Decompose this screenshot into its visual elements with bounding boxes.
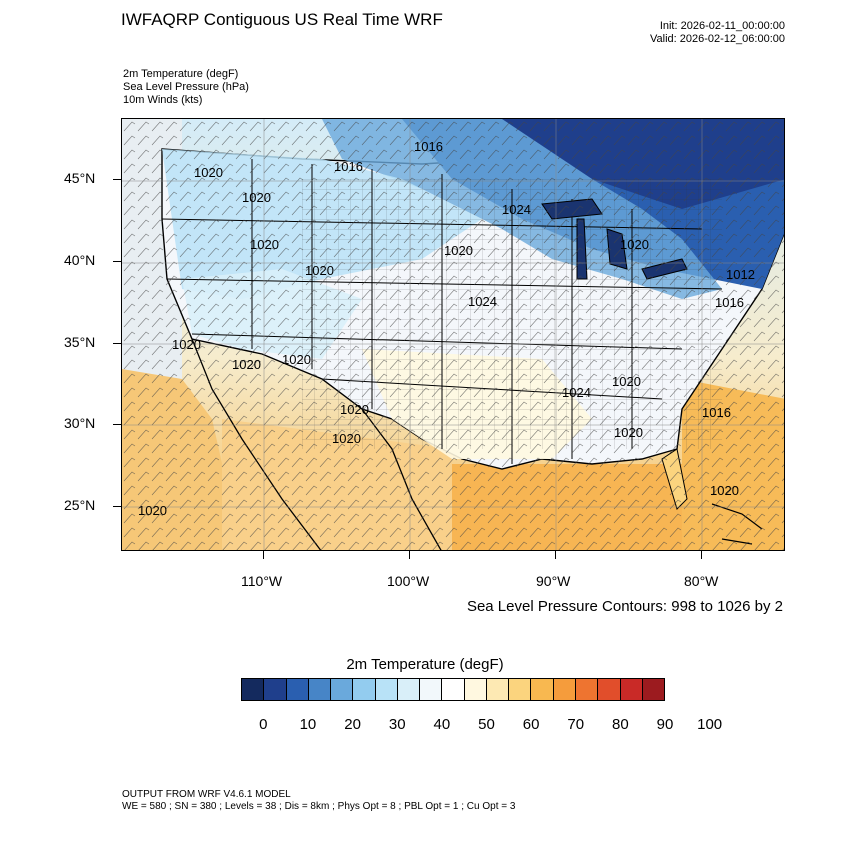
lat-label-30n: 30°N — [64, 415, 96, 431]
isobar-label: 1016 — [334, 159, 363, 174]
colorbar-label: 90 — [656, 716, 674, 733]
colorbar-swatch — [575, 679, 599, 700]
colorbar-swatch — [620, 679, 643, 700]
lat-label-25n: 25°N — [64, 497, 96, 513]
lon-label-80w: 80°W — [684, 573, 719, 589]
colorbar-label: 20 — [344, 716, 361, 733]
colorbar-swatch — [553, 679, 576, 700]
isobar-label-group: 1016 1016 1020 1020 1020 1020 1020 1020 … — [138, 139, 755, 518]
colorbar-swatch — [598, 679, 621, 700]
isobar-label: 1020 — [332, 431, 361, 446]
map-canvas: 1016 1016 1020 1020 1020 1020 1020 1020 … — [122, 119, 784, 550]
colorbar-swatch — [420, 679, 443, 700]
lon-label-100w: 100°W — [387, 573, 430, 589]
isobar-label: 1020 — [614, 425, 643, 440]
colorbar-title: 2m Temperature (degF) — [346, 656, 504, 673]
colorbar-swatch — [286, 679, 309, 700]
field-label-winds: 10m Winds (kts) — [123, 94, 203, 106]
lat-label-40n: 40°N — [64, 252, 96, 268]
run-times: Init: 2026-02-11_00:00:00 Valid: 2026-02… — [650, 20, 785, 46]
chart-title: IWFAQRP Contiguous US Real Time WRF — [121, 10, 443, 29]
isobar-label: 1024 — [502, 202, 531, 217]
colorbar — [241, 678, 665, 701]
colorbar-label: 80 — [612, 716, 629, 733]
isobar-label: 1020 — [710, 483, 739, 498]
colorbar-swatch — [242, 679, 265, 700]
isobar-label: 1024 — [562, 385, 591, 400]
isobar-label: 1020 — [612, 374, 641, 389]
lat-tick — [113, 261, 121, 262]
colorbar-swatch — [375, 679, 398, 700]
isobar-label: 1024 — [468, 294, 497, 309]
model-info: OUTPUT FROM WRF V4.6.1 MODEL — [122, 789, 291, 800]
colorbar-label: 50 — [478, 716, 495, 733]
colorbar-swatch — [442, 679, 465, 700]
isobar-label: 1016 — [414, 139, 443, 154]
isobar-label: 1020 — [305, 263, 334, 278]
isobar-label: 1020 — [620, 237, 649, 252]
graticule — [122, 119, 784, 550]
valid-time: Valid: 2026-02-12_06:00:00 — [650, 33, 785, 45]
colorbar-swatch — [397, 679, 421, 700]
lon-tick — [409, 551, 410, 559]
colorbar-label: 100 — [697, 716, 723, 733]
lat-label-35n: 35°N — [64, 334, 96, 350]
colorbar-label: 70 — [567, 716, 585, 733]
weather-map: 1016 1016 1020 1020 1020 1020 1020 1020 … — [121, 118, 785, 551]
colorbar-label: 60 — [522, 716, 540, 733]
isobar-label: 1020 — [444, 243, 473, 258]
isobar-label: 1016 — [702, 405, 731, 420]
isobar-label: 1020 — [172, 337, 201, 352]
colorbar-swatch — [486, 679, 510, 700]
lat-tick — [113, 179, 121, 180]
colorbar-swatch — [353, 679, 376, 700]
contour-note: Sea Level Pressure Contours: 998 to 1026… — [466, 598, 783, 615]
isobar-label: 1020 — [194, 165, 223, 180]
lon-label-90w: 90°W — [536, 573, 571, 589]
isobar-label: 1020 — [242, 190, 271, 205]
init-time: Init: 2026-02-11_00:00:00 — [659, 20, 785, 32]
colorbar-swatch — [264, 679, 287, 700]
lon-tick — [263, 551, 264, 559]
isobar-label: 1012 — [726, 267, 755, 282]
lon-tick — [701, 551, 702, 559]
colorbar-swatch — [464, 679, 487, 700]
lat-tick — [113, 506, 121, 507]
isobar-label: 1020 — [250, 237, 279, 252]
isobar-label: 1020 — [282, 352, 311, 367]
colorbar-swatch — [509, 679, 532, 700]
lat-label-45n: 45°N — [64, 170, 96, 186]
isobar-label: 1016 — [715, 295, 744, 310]
isobar-label: 1020 — [138, 503, 167, 518]
colorbar-label: 40 — [433, 716, 451, 733]
isobar-label: 1020 — [340, 402, 369, 417]
colorbar-swatch — [308, 679, 332, 700]
lon-label-110w: 110°W — [241, 573, 283, 589]
lon-tick — [555, 551, 556, 559]
colorbar-label: 0 — [259, 716, 268, 733]
field-label-pressure: Sea Level Pressure (hPa) — [123, 81, 249, 93]
lat-tick — [113, 424, 121, 425]
colorbar-swatch — [531, 679, 554, 700]
colorbar-swatch — [642, 679, 665, 700]
lat-tick — [113, 343, 121, 344]
wind-barbs — [122, 119, 784, 550]
colorbar-swatch — [331, 679, 354, 700]
model-config: WE = 580 ; SN = 380 ; Levels = 38 ; Dis … — [122, 801, 516, 812]
field-label-temperature: 2m Temperature (degF) — [123, 68, 239, 80]
isobar-label: 1020 — [232, 357, 261, 372]
colorbar-label: 30 — [388, 716, 406, 733]
colorbar-label: 10 — [299, 716, 317, 733]
